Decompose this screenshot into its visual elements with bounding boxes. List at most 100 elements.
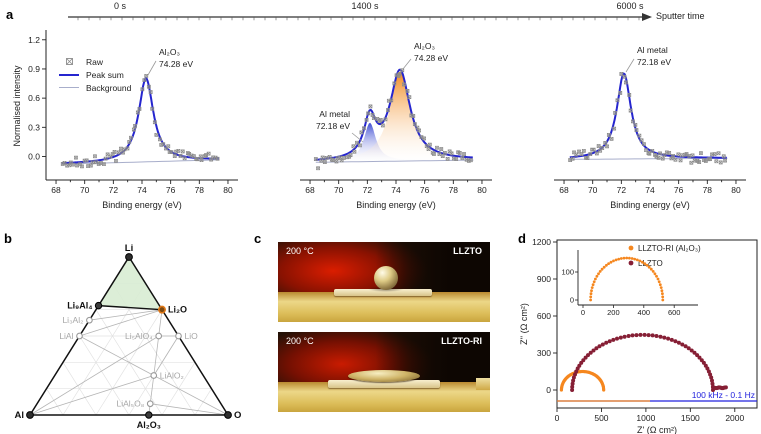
inset-x-tick-label: 200 xyxy=(607,308,620,317)
frequency-range-label: 100 kHz - 0.1 Hz xyxy=(692,390,755,400)
data-point xyxy=(645,263,649,267)
background-line xyxy=(61,159,220,165)
compound-node xyxy=(145,411,153,419)
data-point xyxy=(607,262,610,265)
x-tick-label: 76 xyxy=(420,185,430,195)
lithium-ball xyxy=(374,266,398,290)
data-point xyxy=(662,335,667,340)
legend-row-peak-sum: Peak sum xyxy=(58,70,131,80)
legend-dot xyxy=(628,260,634,266)
x-tick-label: 2000 xyxy=(725,413,744,423)
arrow-tick-marks xyxy=(77,17,640,21)
peak-annotation: Al metal xyxy=(319,109,350,119)
sputter-label-6000s: 6000 s xyxy=(616,1,644,11)
peak-annotation: 72.18 eV xyxy=(637,57,671,67)
data-point xyxy=(659,286,663,289)
stability-edge xyxy=(98,304,163,311)
x-tick-label: 80 xyxy=(477,185,487,195)
compound-label: Li₅AlO₄ xyxy=(125,331,153,341)
data-point xyxy=(695,353,700,358)
annotation-leader-line xyxy=(351,132,364,143)
data-point xyxy=(709,375,714,380)
compound-node xyxy=(94,301,103,310)
data-point xyxy=(590,286,594,289)
compound-node xyxy=(155,332,163,340)
panel-b-label: b xyxy=(4,231,12,246)
data-point xyxy=(615,336,619,341)
annotation-leader-line xyxy=(402,58,412,70)
peak-annotation: Al₂O₃ xyxy=(414,41,435,51)
data-point xyxy=(588,350,593,355)
data-point xyxy=(619,257,623,260)
data-point xyxy=(607,339,612,344)
peak-annotation: 74.28 eV xyxy=(414,53,448,63)
background-line xyxy=(569,157,728,160)
compound-node xyxy=(125,253,133,261)
compound-node xyxy=(175,332,182,340)
sputter-time-axis-label: Sputter time xyxy=(656,11,705,21)
data-point xyxy=(625,256,629,260)
data-point xyxy=(706,369,711,374)
data-point xyxy=(701,360,706,365)
peak-sum-curve xyxy=(569,72,727,159)
compound-label: Li xyxy=(125,243,133,254)
legend-dot xyxy=(628,245,634,251)
xps-plot-0s: 68 70 72 74 76 78 80 Binding energy (eV) 0.0 0.3 0… xyxy=(12,30,238,210)
x-tick-label: 0 xyxy=(555,413,560,423)
data-point xyxy=(642,332,647,337)
legend-raw-label: Raw xyxy=(86,56,104,67)
sputter-time-arrow xyxy=(68,13,652,21)
panel-d-label: d xyxy=(518,231,526,246)
x-tick-label: 80 xyxy=(731,185,741,195)
x-tick-label: 78 xyxy=(195,185,205,195)
y-axis-label: Z'' (Ω cm²) xyxy=(519,303,529,345)
data-point xyxy=(589,295,593,299)
inset-x-tick-label: 600 xyxy=(668,308,681,317)
data-point xyxy=(605,263,608,267)
data-point xyxy=(581,358,586,363)
data-point xyxy=(676,340,681,345)
x-tick-label: 500 xyxy=(594,413,608,423)
compound-label: LiAl xyxy=(59,331,73,341)
x-tick-label: 70 xyxy=(334,185,344,195)
data-point xyxy=(633,257,637,261)
plot-frame xyxy=(556,239,758,409)
series-llzto xyxy=(570,332,728,392)
data-point xyxy=(699,358,704,363)
data-point xyxy=(583,355,588,360)
data-point xyxy=(655,274,658,278)
peak-sum-marker-icon xyxy=(58,73,80,76)
data-point xyxy=(602,388,606,392)
data-point xyxy=(710,378,714,383)
y-tick-label: 600 xyxy=(537,311,551,321)
data-point xyxy=(571,375,576,380)
data-point xyxy=(618,335,623,340)
data-point xyxy=(617,257,621,261)
data-point xyxy=(594,346,599,351)
legend-background-label: Background xyxy=(86,82,132,93)
x-tick-label: 68 xyxy=(305,185,315,195)
panel-c-label: c xyxy=(254,231,262,246)
data-point xyxy=(570,388,575,392)
x-axis-label: Binding energy (eV) xyxy=(610,200,690,210)
data-point xyxy=(705,366,710,371)
x-tick-label: 78 xyxy=(703,185,713,195)
photo-temperature-label: 200 °C xyxy=(286,246,314,256)
y-tick-label: 1200 xyxy=(532,237,551,247)
compound-node xyxy=(146,400,154,408)
x-tick-label: 72 xyxy=(109,185,119,195)
compound-label: Al₂O₃ xyxy=(137,420,161,430)
x-axis-label: Binding energy (eV) xyxy=(102,200,182,210)
data-point xyxy=(634,333,639,338)
data-point xyxy=(622,256,626,260)
data-point xyxy=(658,334,663,339)
data-point xyxy=(680,342,685,347)
x-tick-label: 72 xyxy=(363,185,373,195)
data-point xyxy=(708,372,713,377)
data-point xyxy=(650,333,655,338)
data-point xyxy=(597,344,602,349)
data-point xyxy=(653,272,657,276)
inset-y-tick-label: 0 xyxy=(570,296,574,305)
data-point xyxy=(626,334,631,338)
